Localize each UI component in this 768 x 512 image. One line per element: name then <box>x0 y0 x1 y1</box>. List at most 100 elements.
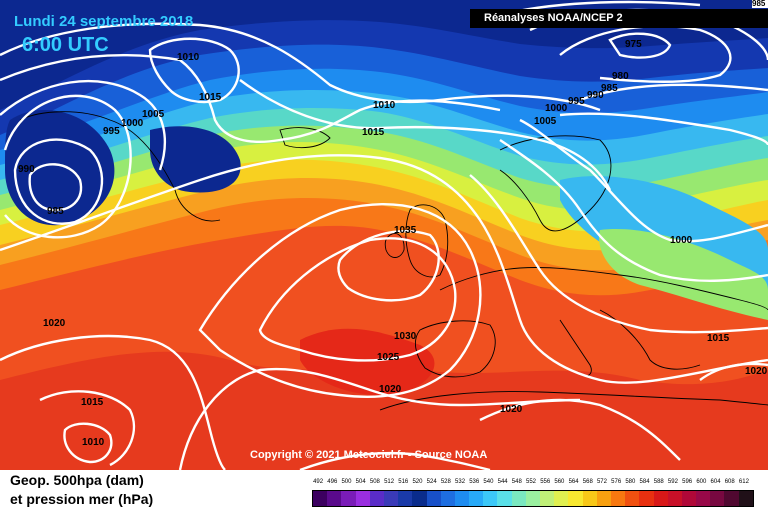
iso-label: 1030 <box>394 331 417 342</box>
scale-label: 572 <box>596 479 607 485</box>
isobar-1005-east <box>499 139 768 282</box>
scale-label: 544 <box>497 479 508 485</box>
source-banner <box>470 9 768 28</box>
iso-label: 990 <box>18 164 35 175</box>
scale-label: 524 <box>426 479 437 485</box>
color-scale-labels: 492 496 500 504 508 512 516 520 524 528 532 536 540 5… <box>312 479 752 489</box>
iso-label: 1000 <box>545 103 568 114</box>
scale-label: 608 <box>724 479 735 485</box>
scale-swatch <box>341 491 356 506</box>
scale-swatch <box>724 491 739 506</box>
isobar-990-west <box>13 138 104 225</box>
legend-title-pressure: et pression mer (hPa) <box>10 491 154 507</box>
iso-label: 1025 <box>377 352 400 363</box>
iso-label: 1015 <box>362 127 385 138</box>
scale-label: 612 <box>738 479 749 485</box>
scale-swatch <box>554 491 569 506</box>
isobar-1000 <box>519 118 768 243</box>
scale-swatch <box>398 491 413 506</box>
scale-label: 576 <box>611 479 622 485</box>
isobar-1025 <box>198 203 482 398</box>
scale-swatch <box>568 491 583 506</box>
iso-label: 1010 <box>177 52 200 63</box>
iso-label: 985 <box>47 206 64 217</box>
scale-label: 496 <box>327 479 338 485</box>
scale-swatch <box>610 491 626 506</box>
scale-swatch <box>454 491 470 506</box>
scale-swatch <box>639 491 654 506</box>
iso-label: 1010 <box>82 437 105 448</box>
source-label: Réanalyses NOAA/NCEP 2 <box>484 12 623 24</box>
scale-swatch <box>355 491 370 506</box>
scale-swatch <box>497 491 512 506</box>
iso-label: 1015 <box>81 397 104 408</box>
scale-label: 604 <box>710 479 721 485</box>
copyright-notice: Copyright © 2021 Meteociel.fr - Source N… <box>250 449 488 461</box>
isobar-1020-fareast <box>699 362 768 381</box>
isobar-1005-north <box>0 54 501 143</box>
scale-swatch <box>696 491 711 506</box>
iso-label: 1015 <box>199 92 222 103</box>
scale-label: 512 <box>384 479 395 485</box>
coast-iberia <box>414 320 496 378</box>
scale-label: 552 <box>526 479 537 485</box>
scale-label: 588 <box>653 479 664 485</box>
band-580 <box>0 351 768 470</box>
isobar-labels: 975 980 985 985 990 990 995 995 1000 100… <box>18 39 768 448</box>
scale-label: 492 <box>313 479 324 485</box>
iso-label: 1010 <box>373 100 396 111</box>
isobars <box>0 0 768 470</box>
iso-label: 1015 <box>707 333 730 344</box>
iso-label: 1020 <box>500 404 523 415</box>
scale-label: 564 <box>568 479 579 485</box>
iso-label: 995 <box>568 96 585 107</box>
iso-label: 1020 <box>379 384 402 395</box>
scale-swatch <box>596 491 611 506</box>
isobar-1015-east <box>469 174 768 334</box>
scale-swatch <box>383 491 399 506</box>
scale-label: 560 <box>554 479 565 485</box>
scale-swatch <box>440 491 455 506</box>
scale-label: 532 <box>455 479 466 485</box>
scale-label: 548 <box>511 479 522 485</box>
coast-britain <box>405 204 449 278</box>
scale-swatch <box>469 491 484 506</box>
scale-label: 540 <box>483 479 494 485</box>
iso-label: 1005 <box>142 109 165 120</box>
iso-label: 1000 <box>670 235 693 246</box>
scale-swatch <box>511 491 526 506</box>
coast-europe <box>439 267 768 311</box>
scale-swatch <box>738 491 753 506</box>
isobar-1015-south <box>0 334 226 470</box>
scale-label: 504 <box>355 479 366 485</box>
scale-swatch <box>667 491 682 506</box>
scale-swatch <box>313 491 328 506</box>
iso-label: 990 <box>587 90 604 101</box>
isobar-1020-south <box>178 367 581 470</box>
map-time: 6:00 UTC <box>22 34 109 56</box>
isobar-1030 <box>258 237 457 362</box>
isobar-980 <box>559 25 732 83</box>
isobar-1010-sw <box>63 422 113 464</box>
map-date: Lundi 24 septembre 2018 <box>14 13 194 30</box>
isobar-985-west <box>28 163 83 212</box>
scale-label: 580 <box>625 479 636 485</box>
scale-swatch <box>582 491 597 506</box>
scale-label: 536 <box>469 479 480 485</box>
isobar-1035 <box>337 229 440 302</box>
isobar-1010-main <box>0 22 601 112</box>
iso-label: 995 <box>103 126 120 137</box>
isobar-1020-main <box>0 154 768 384</box>
scale-swatch <box>483 491 498 506</box>
iso-label: 1005 <box>534 116 557 127</box>
geopotential-map: 975 980 985 985 990 990 995 995 1000 100… <box>0 0 768 470</box>
isobar-995 <box>559 112 768 146</box>
iso-label: 1000 <box>121 118 144 129</box>
isobar-1000-west <box>0 79 167 171</box>
coast-scandinavia <box>499 135 612 232</box>
iso-label: 980 <box>612 71 629 82</box>
isobar-995-west <box>3 94 132 239</box>
iso-label: 1035 <box>394 225 417 236</box>
isobar-1010-north <box>148 37 240 104</box>
